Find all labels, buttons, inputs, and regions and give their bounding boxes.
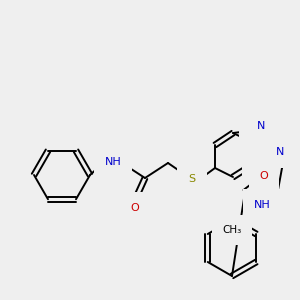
Text: N: N bbox=[253, 163, 261, 173]
Text: N: N bbox=[250, 132, 258, 142]
Text: O: O bbox=[130, 203, 140, 213]
Text: O: O bbox=[260, 171, 268, 181]
Text: N: N bbox=[257, 121, 265, 131]
Text: N: N bbox=[276, 147, 284, 157]
Text: CH₃: CH₃ bbox=[222, 225, 242, 235]
Text: NH: NH bbox=[254, 200, 270, 210]
Text: S: S bbox=[188, 174, 196, 184]
Text: NH: NH bbox=[105, 157, 122, 167]
